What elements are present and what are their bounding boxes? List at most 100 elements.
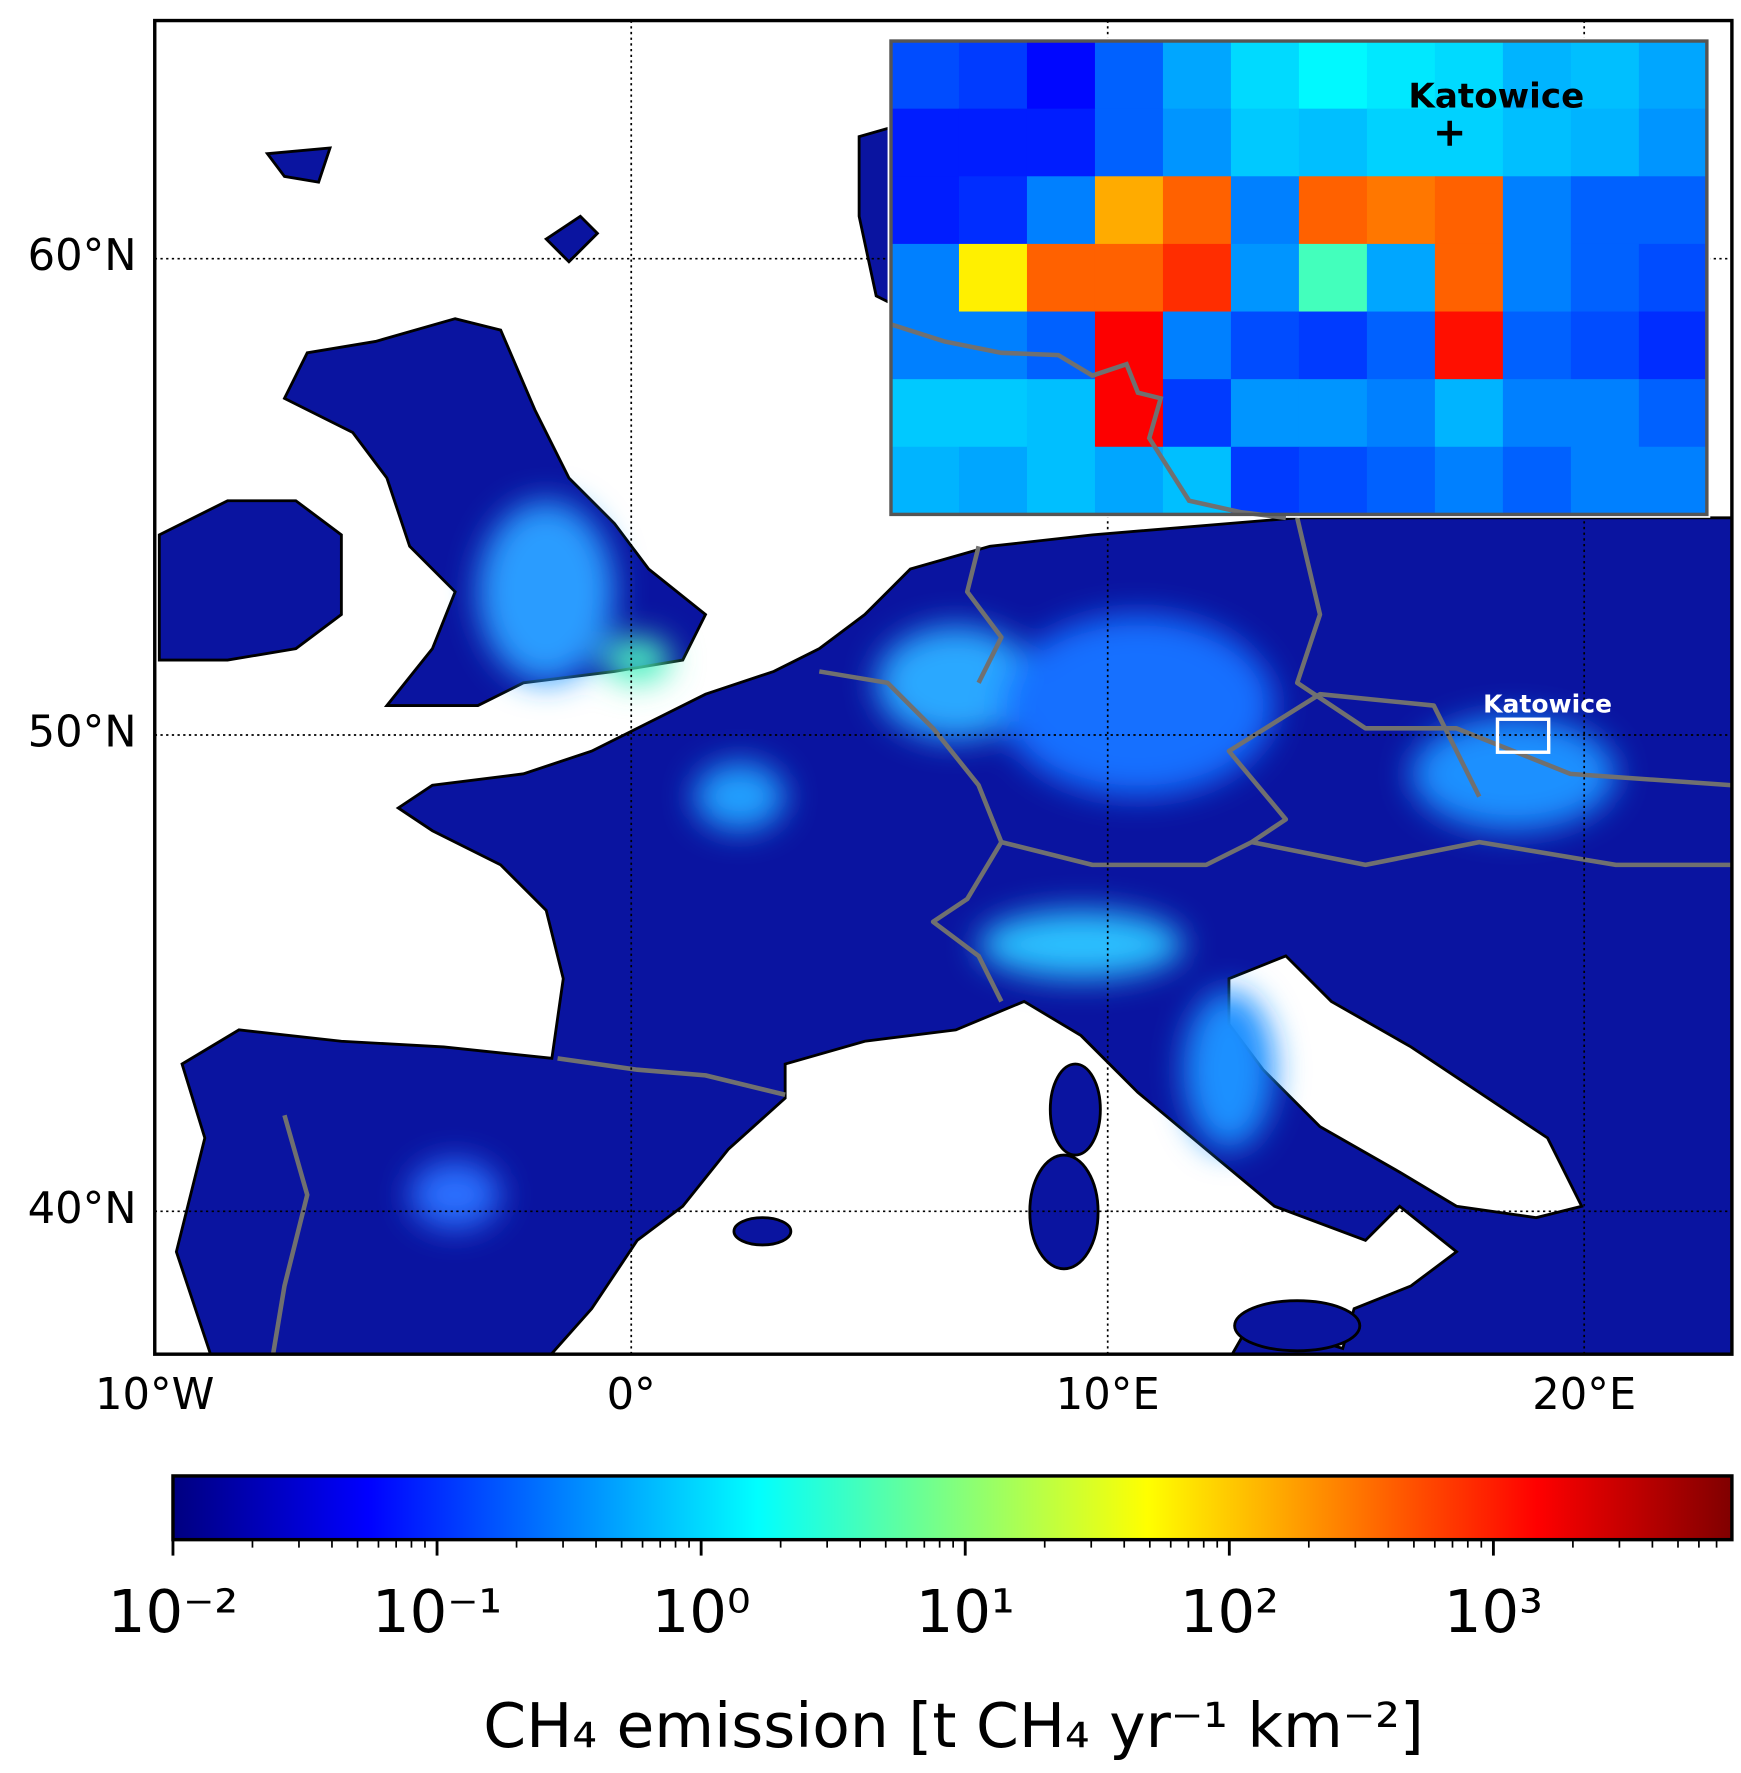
inset-cell — [1162, 176, 1232, 245]
inset-cell — [1298, 311, 1368, 380]
border — [557, 1056, 786, 1097]
inset-cell — [890, 176, 960, 245]
colorbar-label: CH₄ emission [t CH₄ yr⁻¹ km⁻²] — [483, 1691, 1424, 1762]
inset-cell — [1094, 108, 1164, 177]
katowice-box — [1495, 717, 1551, 754]
inset-cell — [1638, 41, 1708, 110]
inset-cell — [1366, 108, 1436, 177]
colorbar-tick-label: 10¹ — [916, 1577, 1015, 1646]
x-tick-label: 10°E — [1056, 1370, 1160, 1420]
inset-cell — [1298, 379, 1368, 448]
inset-cell — [1570, 108, 1640, 177]
inset-cell — [1366, 41, 1436, 110]
inset-cell — [1502, 108, 1572, 177]
inset-cell — [1502, 41, 1572, 110]
inset-cell — [1366, 243, 1436, 313]
border — [1000, 691, 1482, 868]
inset-frame — [889, 39, 1709, 517]
inset-cell — [1230, 176, 1300, 245]
inset-cell — [1570, 41, 1640, 110]
inset-cell — [1230, 243, 1300, 313]
colorbar-tick-label: 10⁰ — [652, 1577, 751, 1646]
inset-cell — [1570, 446, 1640, 515]
inset-cell — [958, 108, 1028, 177]
x-tick-label: 10°W — [95, 1370, 214, 1420]
inset-cell — [958, 379, 1028, 448]
border — [270, 1114, 310, 1355]
inset-cell — [1162, 379, 1232, 448]
inset-cell — [1162, 243, 1232, 313]
colorbar-tick-label: 10⁻¹ — [372, 1577, 502, 1646]
inset-cell — [1434, 176, 1504, 245]
border — [1251, 839, 1732, 868]
inset-cell — [1298, 41, 1368, 110]
inset-cell — [1366, 176, 1436, 245]
inset-cell — [1094, 446, 1164, 515]
inset-cell — [890, 311, 960, 380]
inset-cell — [958, 176, 1028, 245]
inset-cell — [1638, 311, 1708, 380]
inset-cell — [890, 379, 960, 448]
inset-cell — [1230, 446, 1300, 515]
x-tick-label: 20°E — [1532, 1370, 1636, 1420]
inset-cell — [1094, 243, 1164, 313]
inset-cell — [890, 41, 960, 110]
inset-cell — [1298, 176, 1368, 245]
inset-cell — [1638, 176, 1708, 245]
emission-glow — [409, 500, 1616, 1230]
sicily — [1233, 1299, 1362, 1353]
inset-cell — [1434, 108, 1504, 177]
map-annotation: Katowice — [1483, 690, 1612, 719]
mallorca — [732, 1216, 793, 1247]
inset: Katowice — [887, 37, 1711, 521]
inset-cell — [1026, 243, 1096, 313]
inset-cell — [1502, 379, 1572, 448]
border — [1294, 517, 1732, 788]
inset-cell — [958, 446, 1028, 515]
inset-cell — [1502, 446, 1572, 515]
inset-cell — [958, 41, 1028, 110]
orkney — [264, 146, 333, 184]
inset-cell — [1638, 379, 1708, 448]
colorbar-gradient — [171, 1474, 1734, 1542]
inset-cell — [1026, 108, 1096, 177]
colorbar-tick-label: 10⁻² — [108, 1577, 238, 1646]
border — [964, 545, 1004, 684]
inset-cell — [1026, 379, 1096, 448]
inset-cell — [1502, 176, 1572, 245]
ireland — [157, 499, 343, 662]
inset-cell — [1570, 243, 1640, 313]
inset-cell — [1026, 446, 1096, 515]
inset-cell — [1094, 176, 1164, 245]
x-tick-label: 0° — [607, 1370, 656, 1420]
inset-cell — [890, 243, 960, 313]
inset-cell — [1434, 311, 1504, 380]
inset-cell — [1434, 379, 1504, 448]
y-tick-label: 60°N — [28, 231, 137, 281]
y-tick-label: 50°N — [28, 707, 137, 757]
colorbar-tick-label: 10³ — [1444, 1577, 1543, 1646]
inset-title: Katowice — [1408, 76, 1584, 116]
inset-cell — [1366, 311, 1436, 380]
map-frame — [153, 18, 1734, 1356]
inset-cell — [1434, 446, 1504, 515]
inset-cell — [1570, 379, 1640, 448]
inset-cell — [1026, 41, 1096, 110]
map-area — [157, 123, 1732, 1355]
colorbar — [171, 1474, 1734, 1556]
inset-cell — [1638, 108, 1708, 177]
sardinia — [1028, 1153, 1100, 1271]
inset-cell — [1230, 379, 1300, 448]
inset-cell — [1502, 243, 1572, 313]
inset-cell — [1094, 379, 1164, 448]
inset-border — [890, 322, 1287, 521]
inset-cell — [1230, 108, 1300, 177]
colorbar-tick-label: 10² — [1180, 1577, 1279, 1646]
inset-cell — [1638, 243, 1708, 313]
inset-cell — [1094, 41, 1164, 110]
inset-cell — [1366, 446, 1436, 515]
y-tick-label: 40°N — [28, 1184, 137, 1234]
inset-cell — [1298, 446, 1368, 515]
inset-cell — [1434, 41, 1504, 110]
